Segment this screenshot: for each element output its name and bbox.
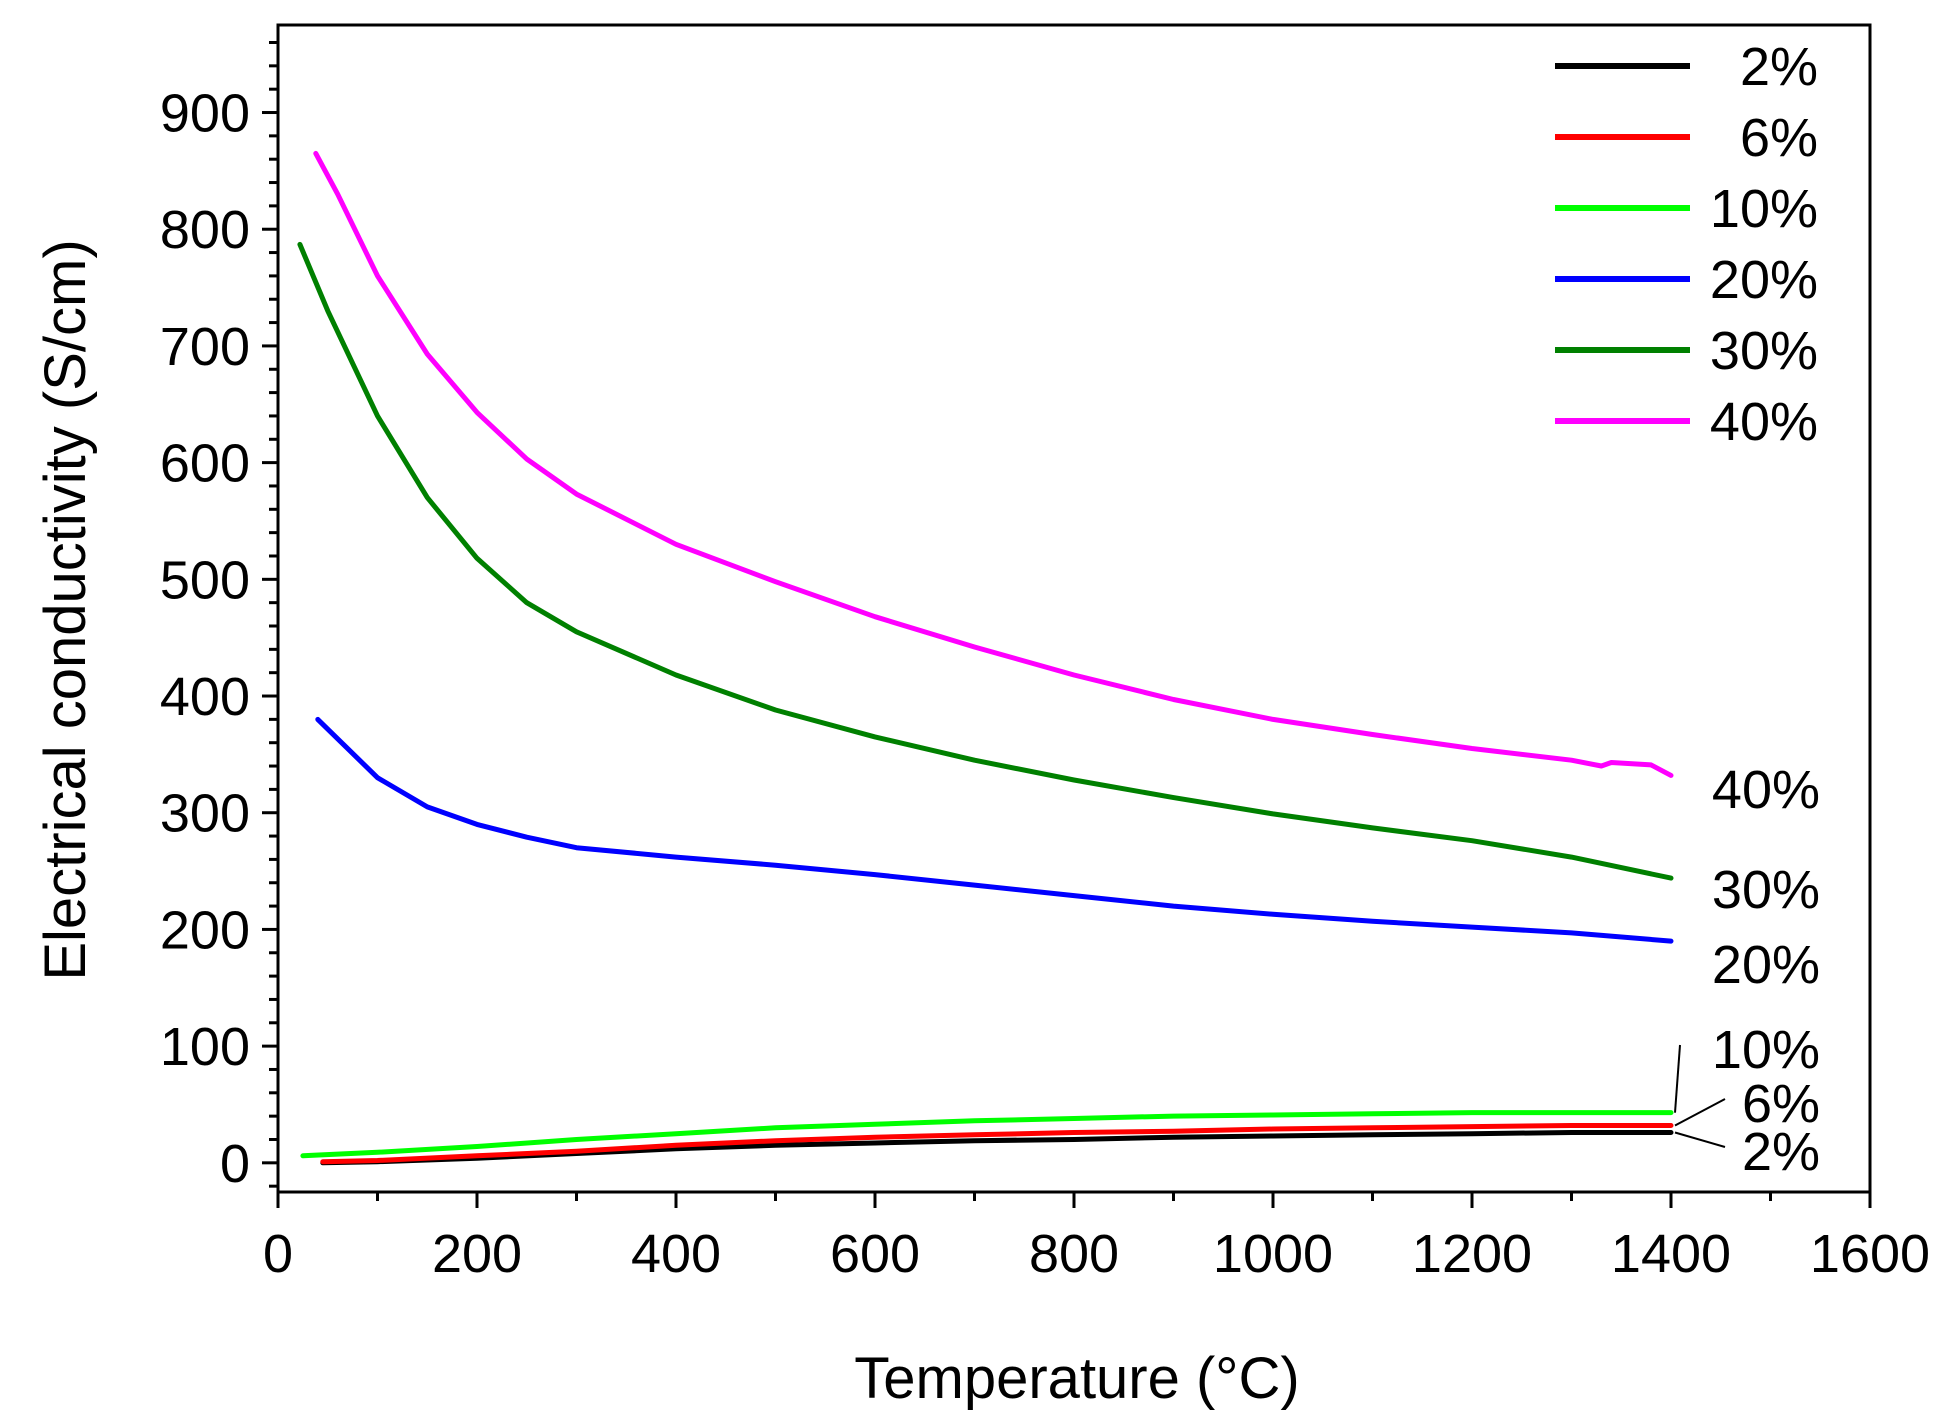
x-tick-label: 1600 — [1810, 1224, 1930, 1284]
x-axis-title: Temperature (°C) — [854, 1346, 1299, 1411]
end-labels: 2%6%10% 20% 30% 40% — [1674, 760, 1820, 1182]
legend-label-20pct: 20% — [1710, 250, 1818, 310]
series-line-2pct — [320, 1130, 1674, 1166]
legend-label-6pct: 6% — [1740, 108, 1818, 168]
plot-frame — [276, 23, 1872, 1194]
series-line-6pct — [320, 1123, 1674, 1165]
leader-line-6pct — [1674, 1098, 1726, 1127]
end-label-30pct: 30% — [1712, 860, 1820, 920]
x-tick-label: 600 — [830, 1224, 920, 1284]
end-label-2pct: 2% — [1742, 1122, 1820, 1182]
end-label-40pct: 40% — [1712, 760, 1820, 820]
series-line-10pct — [300, 1110, 1674, 1159]
series-layer — [297, 150, 1674, 1166]
x-tick-label: 0 — [263, 1224, 293, 1284]
legend-label-2pct: 2% — [1740, 37, 1818, 97]
legend-label-10pct: 10% — [1710, 179, 1818, 239]
y-tick-label: 500 — [160, 550, 250, 610]
series-line-30pct — [297, 241, 1674, 881]
axes-layer: 0 200 400 600 800 1000 1200 1400 1600 0 100 200 300 4… — [160, 41, 1930, 1284]
end-label-6pct: 6% — [1742, 1074, 1820, 1134]
y-tick-label: 400 — [160, 667, 250, 727]
end-label-10pct: 10% — [1712, 1020, 1820, 1080]
y-tick-label: 200 — [160, 900, 250, 960]
y-tick-label: 100 — [160, 1017, 250, 1077]
legend-label-30pct: 30% — [1710, 321, 1818, 381]
leader-line-2pct — [1674, 1131, 1726, 1148]
series-line-20pct — [315, 716, 1674, 944]
y-tick-label: 600 — [160, 434, 250, 494]
x-tick-label: 1200 — [1412, 1224, 1532, 1284]
y-tick-label: 0 — [220, 1134, 250, 1194]
series-line-40pct — [313, 150, 1674, 778]
x-tick-label: 1000 — [1213, 1224, 1333, 1284]
x-tick-label: 1400 — [1611, 1224, 1731, 1284]
y-tick-label: 900 — [160, 84, 250, 144]
x-tick-label: 200 — [432, 1224, 522, 1284]
end-label-20pct: 20% — [1712, 935, 1820, 995]
x-tick-label: 800 — [1029, 1224, 1119, 1284]
legend-label-40pct: 40% — [1710, 392, 1818, 452]
plot-border — [276, 23, 1872, 1194]
y-axis-title: Electrical conductivity (S/cm) — [33, 239, 98, 980]
y-tick-label: 700 — [160, 317, 250, 377]
y-tick-label: 800 — [160, 200, 250, 260]
x-tick-label: 400 — [631, 1224, 721, 1284]
legend: 2% 6% 10% 20% 30% 40% — [1555, 37, 1818, 452]
leader-line-10pct — [1674, 1044, 1681, 1113]
y-tick-label: 300 — [160, 784, 250, 844]
